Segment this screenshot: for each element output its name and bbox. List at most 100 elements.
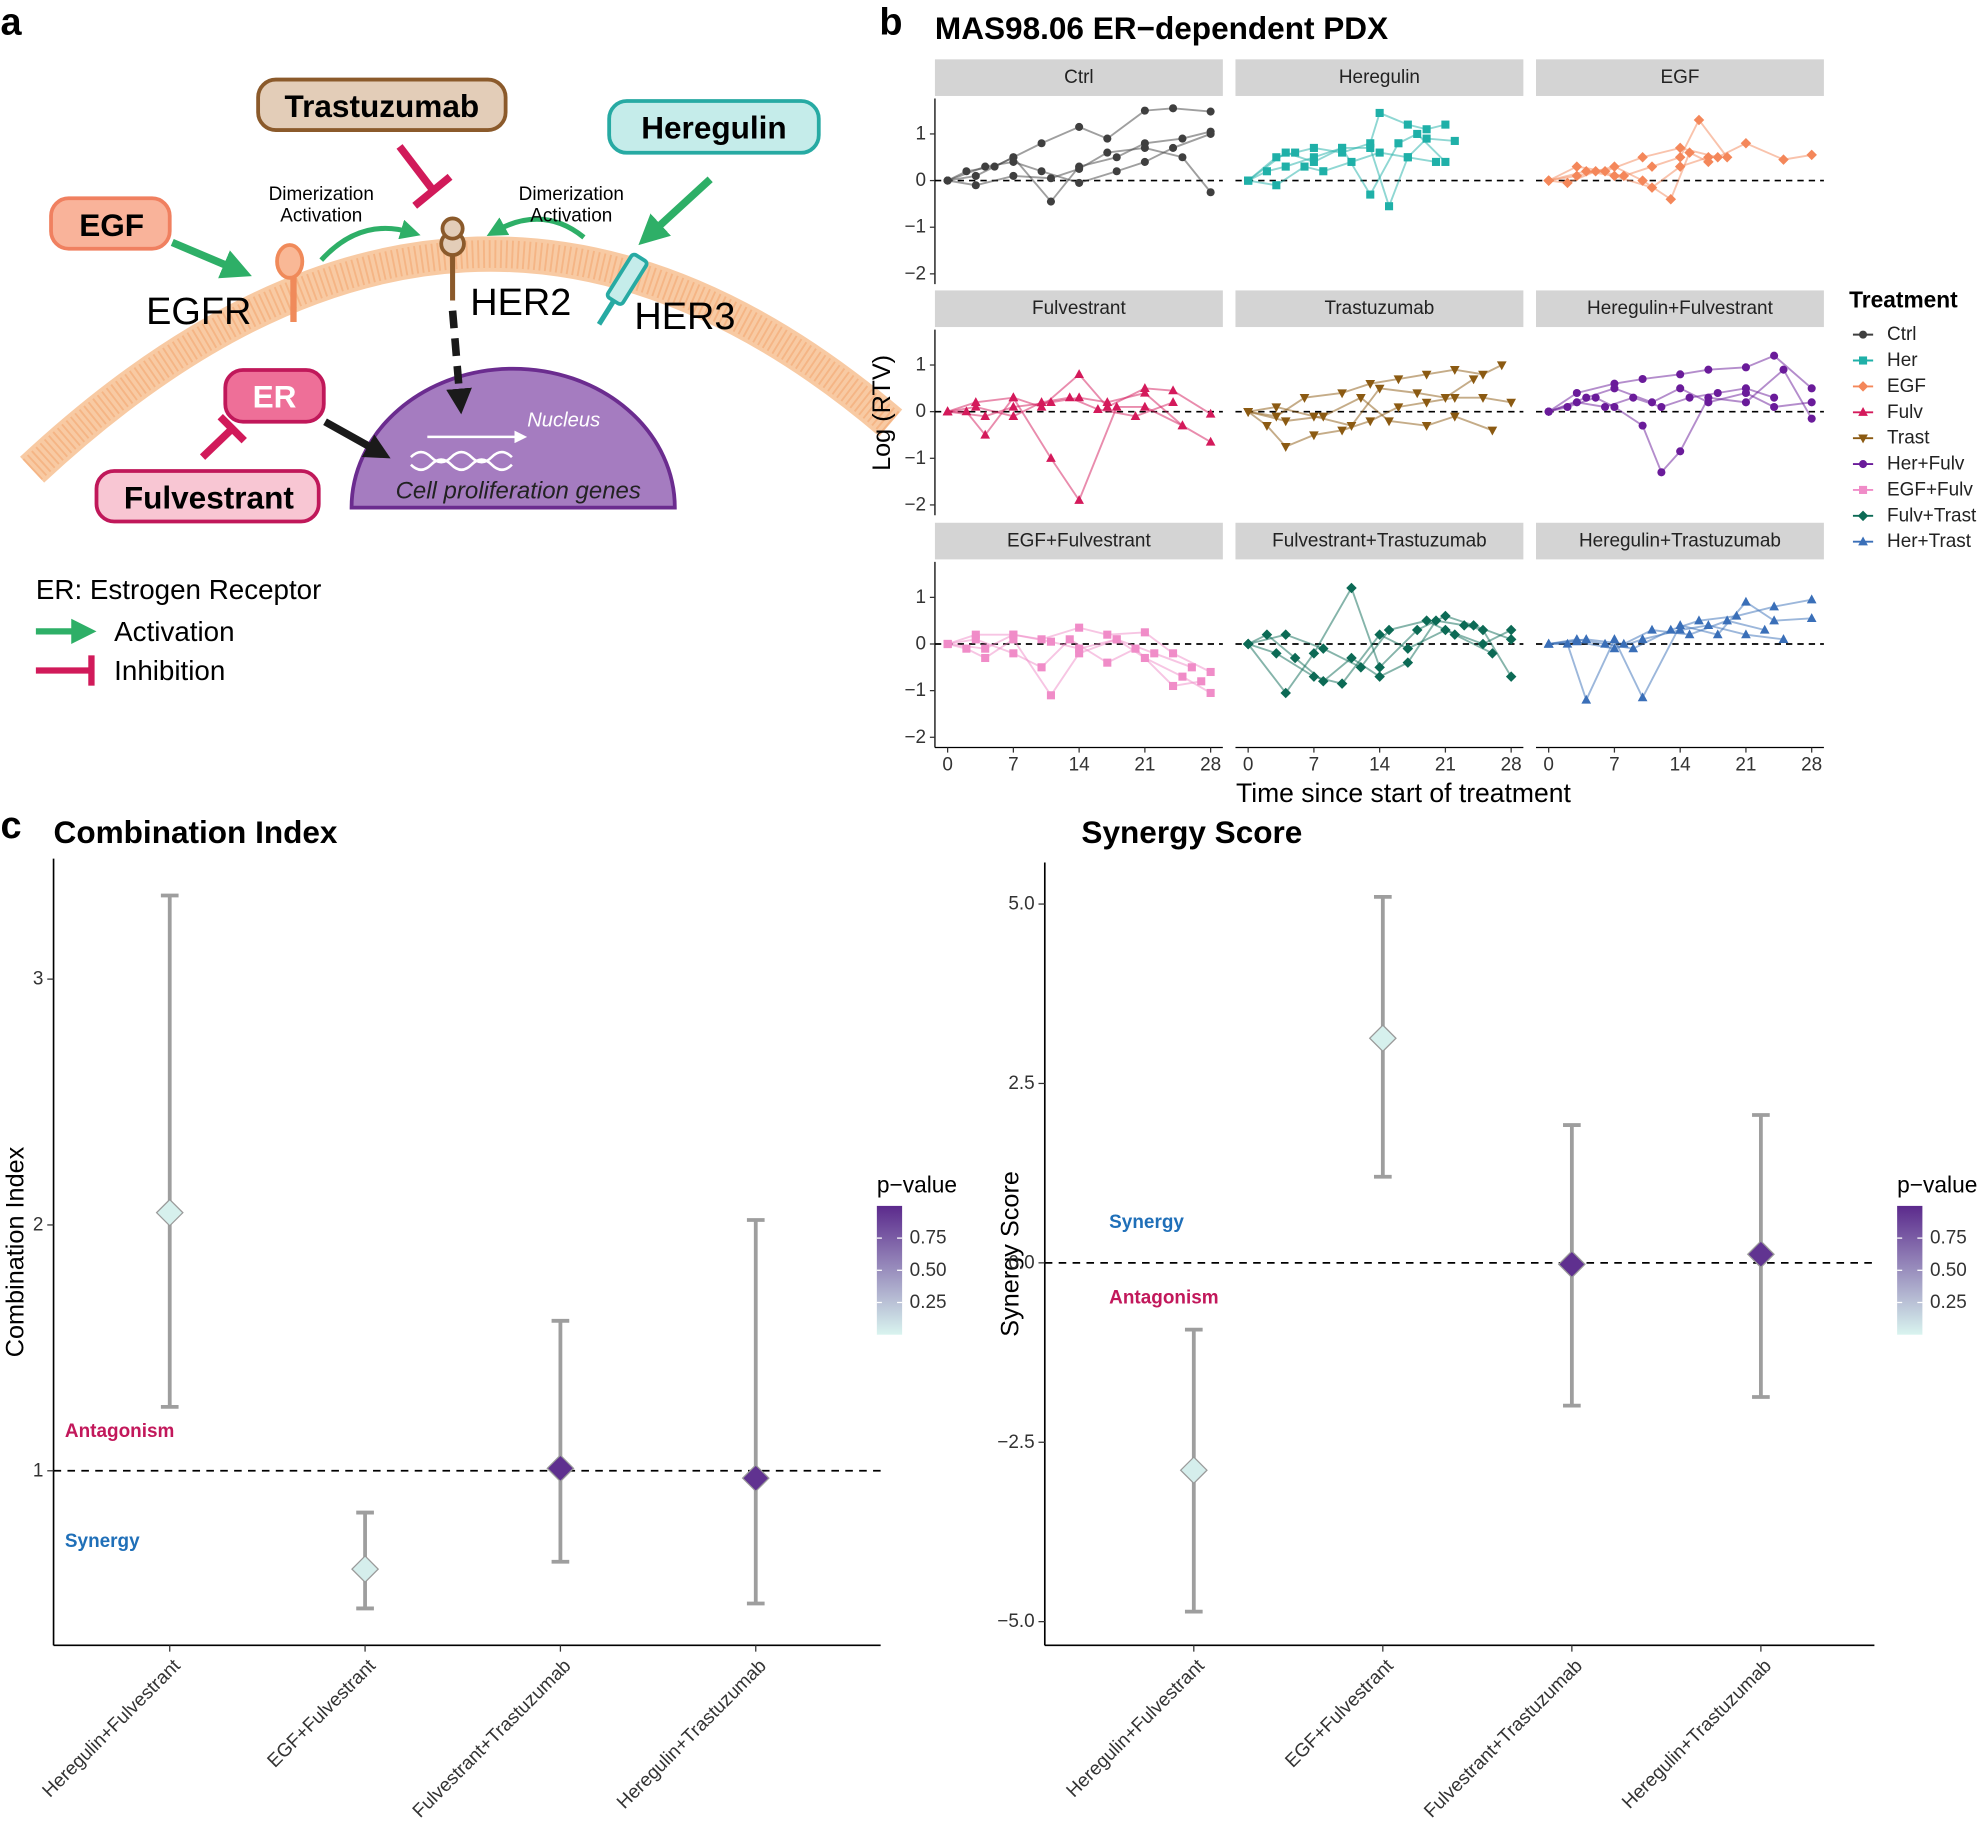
point — [1271, 412, 1282, 422]
point — [1009, 649, 1018, 658]
node-label: ER — [253, 378, 297, 414]
point — [1403, 153, 1412, 162]
point — [1693, 114, 1705, 126]
point — [1806, 594, 1817, 604]
point — [1618, 638, 1629, 648]
activation-arrow — [638, 176, 713, 246]
point — [1008, 411, 1019, 420]
point — [1368, 1024, 1397, 1053]
point — [1046, 453, 1056, 462]
point — [1365, 380, 1376, 389]
point — [1140, 401, 1150, 411]
point — [1178, 153, 1187, 162]
line — [1548, 156, 1709, 189]
legend-symbol — [1859, 330, 1868, 339]
point — [1318, 412, 1329, 422]
line — [1247, 364, 1503, 418]
point — [1112, 153, 1121, 162]
point — [1075, 644, 1084, 653]
point — [1778, 154, 1789, 165]
diagram: a Trastuzumab Heregulin EGF — [1, 2, 903, 686]
dimerization-label: Activation — [280, 205, 362, 226]
point — [1712, 629, 1723, 639]
point — [1610, 384, 1619, 393]
x-tick-label: Heregulin+Trastuzumab — [1618, 1656, 1776, 1814]
receptor-label: HER2 — [470, 282, 571, 324]
x-tick-label: 28 — [1501, 755, 1522, 776]
point — [1806, 613, 1817, 622]
point — [1628, 643, 1639, 653]
point — [1412, 389, 1423, 399]
point — [1356, 394, 1366, 403]
node-box — [49, 196, 172, 251]
point — [741, 1464, 770, 1493]
point — [1074, 495, 1084, 504]
point — [1309, 157, 1318, 166]
point — [1299, 394, 1310, 403]
point — [1403, 120, 1412, 129]
y-tick-label: 0 — [916, 401, 927, 422]
panel-label: a — [1, 2, 23, 44]
point — [1206, 688, 1215, 698]
x-tick-label: 14 — [1670, 755, 1691, 776]
point — [1421, 422, 1432, 431]
point — [1289, 652, 1301, 664]
point — [1309, 143, 1318, 152]
point — [1168, 397, 1178, 406]
dna — [410, 450, 513, 471]
point — [1458, 620, 1470, 631]
x-tick-label: 7 — [1609, 755, 1620, 776]
point — [1037, 167, 1046, 176]
point — [1600, 402, 1610, 412]
line — [1548, 619, 1765, 645]
point — [1806, 149, 1817, 161]
point — [1721, 152, 1733, 163]
point — [971, 171, 980, 180]
point — [1036, 401, 1047, 411]
y-tick-label: −2 — [905, 263, 927, 284]
x-tick-label: EGF+Fulvestrant — [1281, 1655, 1398, 1772]
point — [1676, 384, 1685, 393]
membrane — [20, 236, 903, 483]
point — [1037, 663, 1046, 672]
point — [1665, 193, 1677, 205]
point — [1685, 393, 1694, 402]
point — [1366, 190, 1375, 199]
point — [1131, 644, 1140, 653]
point — [1572, 388, 1581, 398]
point — [1731, 610, 1742, 620]
point — [1600, 638, 1610, 648]
point — [981, 653, 990, 663]
point — [1544, 407, 1553, 416]
panel-label: b — [879, 2, 902, 44]
inhibition — [396, 144, 436, 192]
point — [1441, 157, 1450, 166]
point — [1150, 649, 1159, 658]
point — [1205, 436, 1216, 446]
point — [1478, 370, 1488, 380]
egfr-head — [275, 243, 305, 280]
node-box — [256, 77, 508, 132]
y-tick-label: 0 — [916, 633, 927, 654]
x-tick-label: 28 — [1801, 755, 1822, 776]
point — [1674, 142, 1686, 154]
point — [1657, 402, 1666, 412]
point — [981, 644, 990, 653]
point — [1366, 139, 1375, 148]
point — [1197, 677, 1206, 686]
point — [1280, 442, 1291, 452]
point — [1375, 108, 1384, 117]
point — [1355, 662, 1367, 673]
y-tick-label: 1 — [33, 1460, 44, 1481]
point — [1177, 420, 1188, 430]
legend-label: Her — [1887, 350, 1918, 371]
point — [1740, 138, 1752, 149]
facet-strip — [1535, 59, 1824, 96]
receptor-label: EGFR — [146, 291, 251, 333]
facet-title: Heregulin+Fulvestrant — [1587, 298, 1774, 319]
x-tick-label: 0 — [1243, 755, 1254, 776]
legend-symbol — [1859, 460, 1868, 469]
point — [1402, 657, 1414, 668]
point — [1449, 412, 1460, 422]
